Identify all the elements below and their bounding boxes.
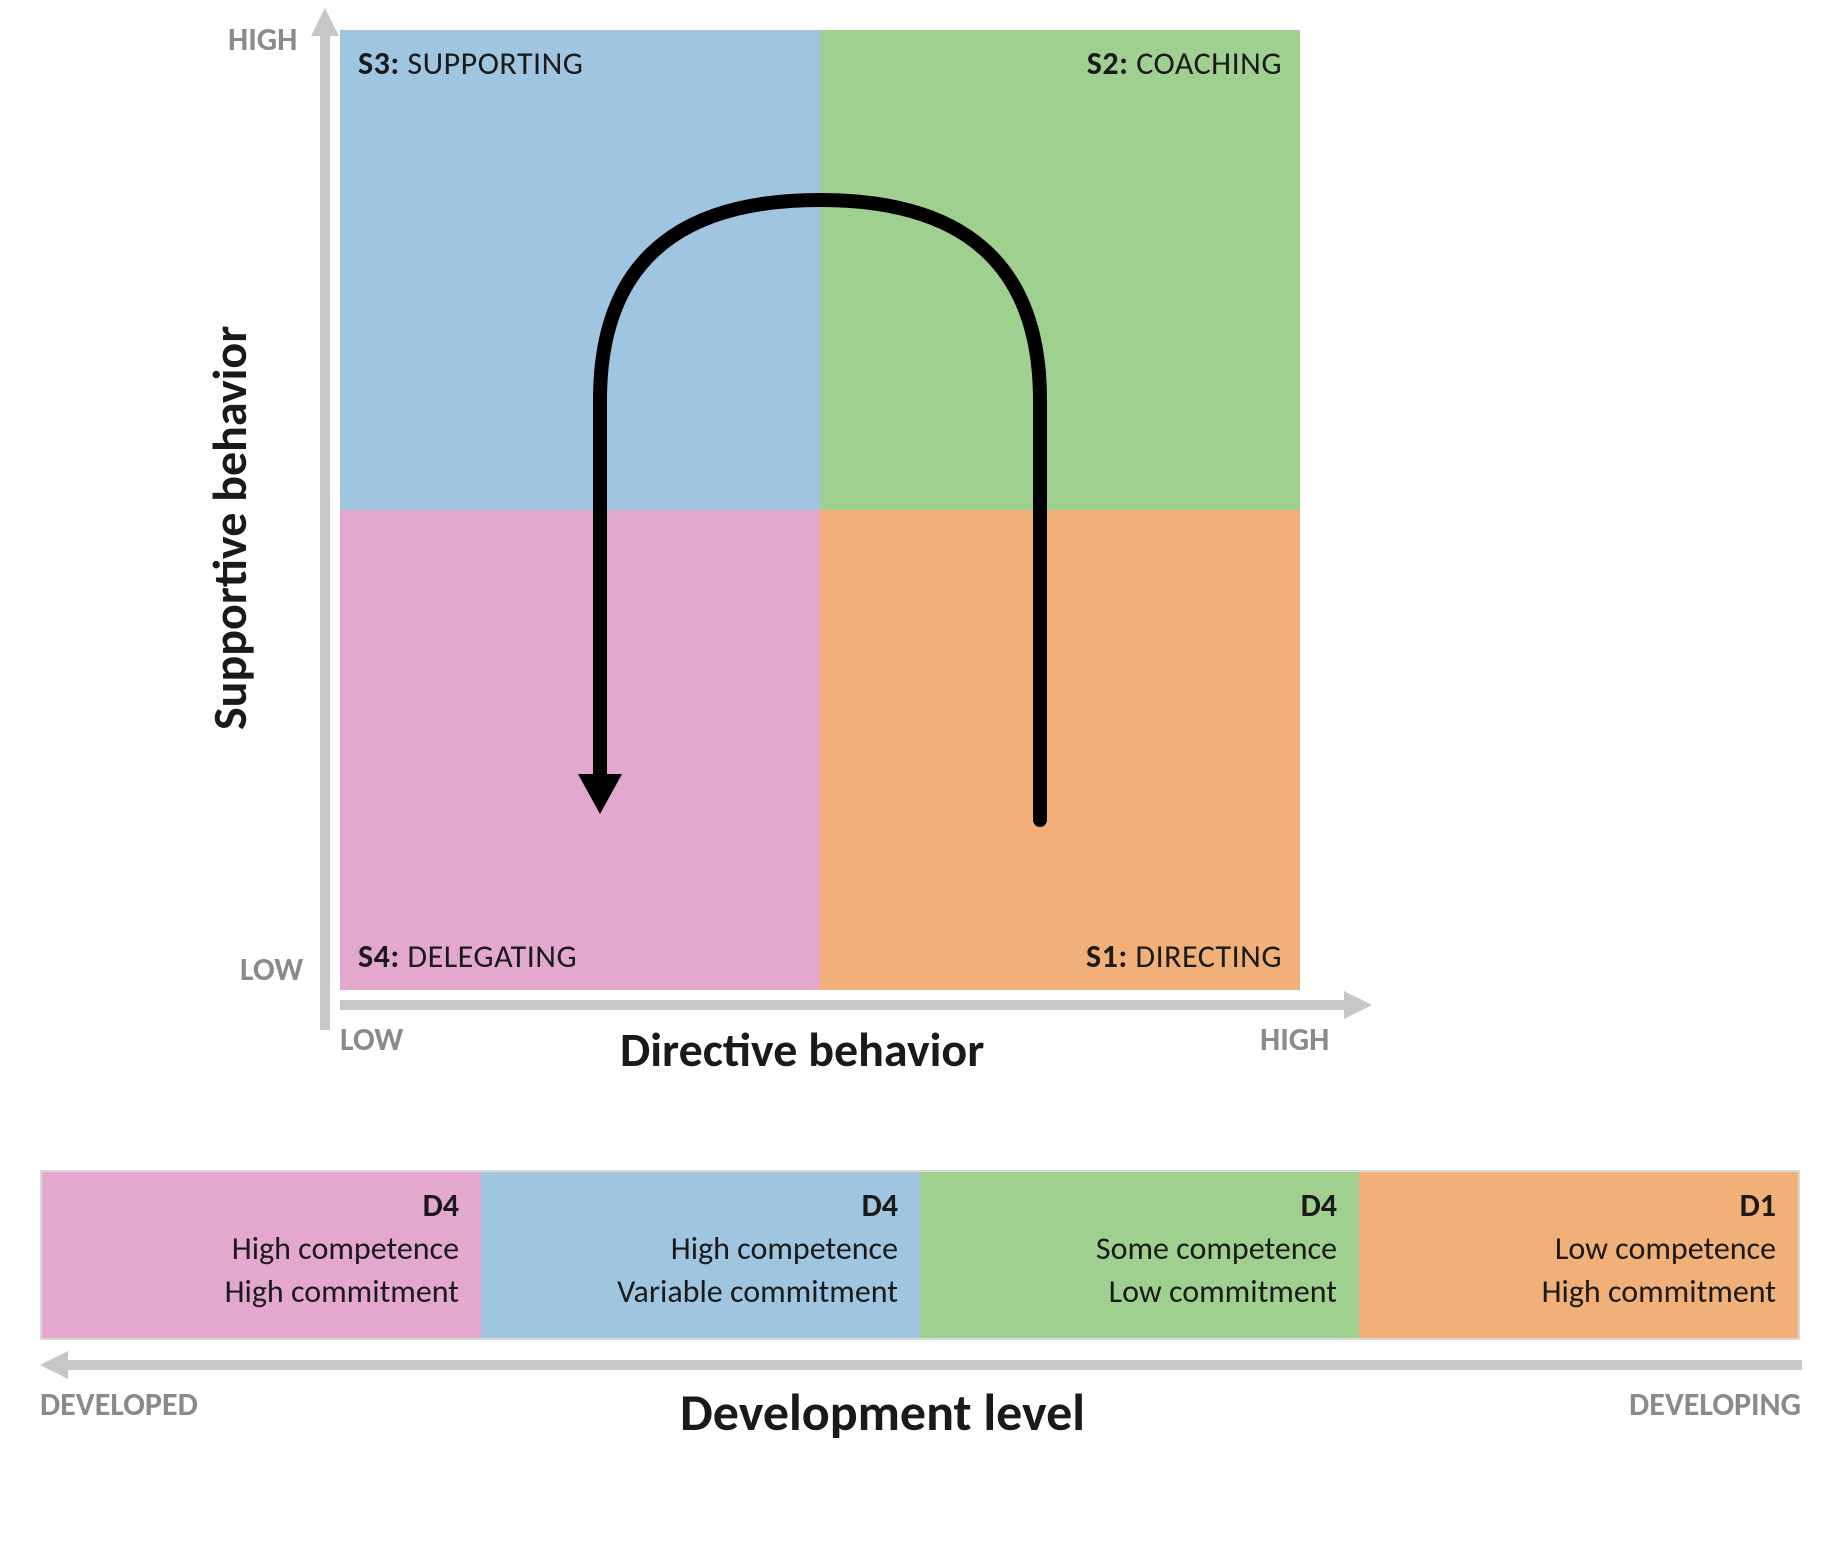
development-line2: Low commitment <box>932 1270 1337 1313</box>
development-right-label: DEVELOPING <box>1629 1385 1801 1424</box>
development-level-bar: D4High competenceHigh commitmentD4High c… <box>40 1170 1800 1340</box>
quadrant-code: S3: <box>358 44 400 83</box>
development-line1: Some competence <box>932 1227 1337 1270</box>
quadrant-label: S1: DIRECTING <box>1086 937 1282 976</box>
development-code: D4 <box>493 1184 898 1227</box>
quadrant-s1-directing: S1: DIRECTING <box>820 510 1300 990</box>
development-cell: D4High competenceHigh commitment <box>42 1172 481 1338</box>
y-axis <box>320 30 330 1030</box>
development-line2: Variable commitment <box>493 1270 898 1313</box>
y-axis-high-label: HIGH <box>228 20 297 59</box>
arrowhead-left-icon <box>40 1351 68 1379</box>
x-axis <box>340 1000 1350 1010</box>
quadrant-label: S4: DELEGATING <box>358 937 577 976</box>
quadrant-name: DIRECTING <box>1128 937 1282 976</box>
quadrant-code: S2: <box>1087 44 1129 83</box>
y-axis-low-label: LOW <box>240 950 303 989</box>
development-line2: High commitment <box>54 1270 459 1313</box>
development-code: D4 <box>54 1184 459 1227</box>
quadrant-s3-supporting: S3: SUPPORTING <box>340 30 820 510</box>
quadrant-label: S3: SUPPORTING <box>358 44 583 83</box>
development-line1: High competence <box>54 1227 459 1270</box>
development-line2: High commitment <box>1371 1270 1776 1313</box>
situational-leadership-diagram: HIGH LOW LOW HIGH Supportive behavior Di… <box>0 0 1841 1552</box>
development-code: D1 <box>1371 1184 1776 1227</box>
development-line1: Low competence <box>1371 1227 1776 1270</box>
quadrant-s2-coaching: S2: COACHING <box>820 30 1300 510</box>
y-axis-title: Supportive behavior <box>200 326 259 730</box>
development-code: D4 <box>932 1184 1337 1227</box>
arrowhead-up-icon <box>311 8 339 36</box>
quadrant-code: S1: <box>1086 937 1128 976</box>
development-cell: D4High competenceVariable commitment <box>481 1172 920 1338</box>
quadrant-code: S4: <box>358 937 400 976</box>
quadrant-s4-delegating: S4: DELEGATING <box>340 510 820 990</box>
quadrant-name: DELEGATING <box>400 937 577 976</box>
development-cell: D1Low competenceHigh commitment <box>1359 1172 1798 1338</box>
quadrant-name: COACHING <box>1128 44 1282 83</box>
development-title: Development level <box>680 1380 1085 1444</box>
development-cell: D4Some competenceLow commitment <box>920 1172 1359 1338</box>
development-left-label: DEVELOPED <box>40 1385 198 1424</box>
x-axis-high-label: HIGH <box>1260 1020 1329 1059</box>
x-axis-title: Directive behavior <box>620 1020 984 1079</box>
x-axis-low-label: LOW <box>340 1020 403 1059</box>
development-line1: High competence <box>493 1227 898 1270</box>
quadrant-label: S2: COACHING <box>1087 44 1282 83</box>
quadrant-matrix: S3: SUPPORTING S2: COACHING S4: DELEGATI… <box>340 30 1300 990</box>
arrowhead-right-icon <box>1344 991 1372 1019</box>
development-axis <box>62 1360 1802 1370</box>
quadrant-name: SUPPORTING <box>400 44 584 83</box>
